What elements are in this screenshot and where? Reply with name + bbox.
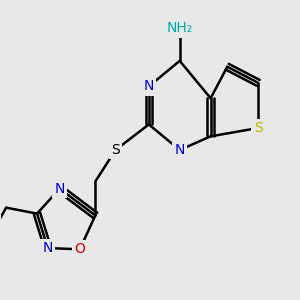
Text: N: N xyxy=(144,80,154,93)
Text: N: N xyxy=(55,182,65,196)
Text: S: S xyxy=(254,121,262,135)
Text: S: S xyxy=(111,143,120,157)
Text: NH₂: NH₂ xyxy=(167,21,193,35)
Text: O: O xyxy=(74,242,85,256)
Text: N: N xyxy=(43,241,53,255)
Text: N: N xyxy=(175,143,185,157)
